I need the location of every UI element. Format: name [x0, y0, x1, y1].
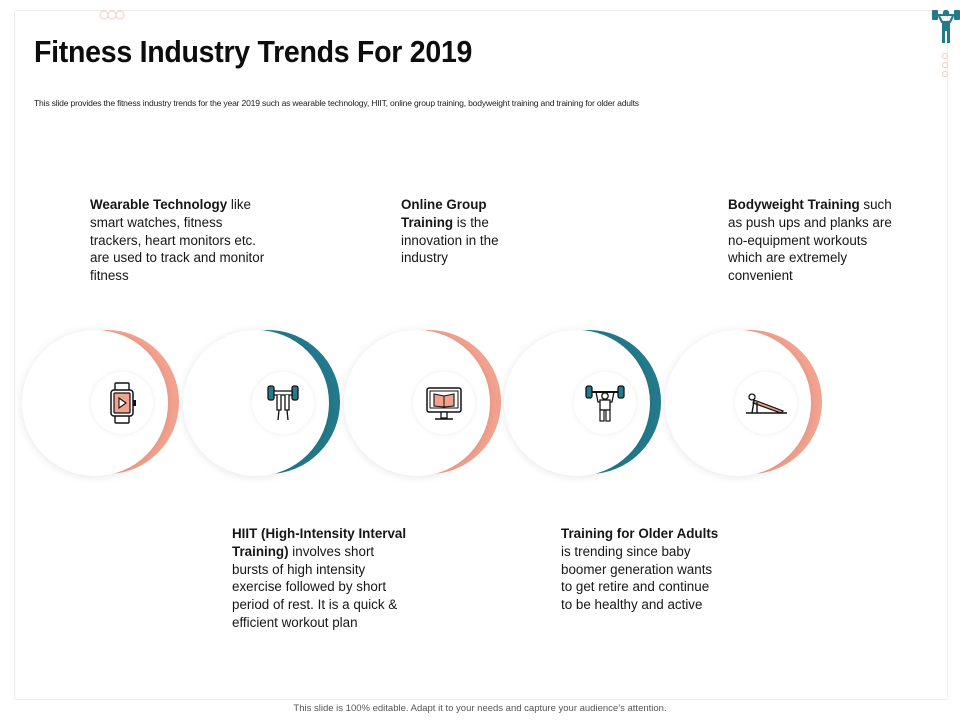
trend-body: is the innovation in the industry [401, 214, 499, 266]
weightlifter-logo-icon [932, 9, 960, 43]
trend-heading: Wearable Technology [90, 197, 228, 212]
trend-text-online-group: Online Group Training is the innovation … [401, 196, 521, 267]
trend-body: is trending since baby boomer generation… [561, 543, 713, 613]
smartwatch-icon [110, 382, 136, 424]
trend-body: like smart watches, fitness trackers, he… [90, 197, 265, 284]
slide-frame [14, 10, 948, 700]
trend-circles [0, 320, 960, 490]
trend-heading: Training for Older Adults [561, 526, 719, 541]
decorative-dots-icon [942, 53, 948, 77]
page-subtitle: This slide provides the fitness industry… [34, 98, 639, 108]
trend-text-bodyweight: Bodyweight Training such as push ups and… [728, 196, 893, 285]
trend-heading: HIIT (High-Intensity Interval Training) [232, 526, 407, 559]
trend-text-wearable: Wearable Technology like smart watches, … [90, 196, 265, 285]
trend-body: such as push ups and planks are no-equip… [728, 197, 892, 284]
trend-body: involves short bursts of high intensity … [232, 543, 398, 630]
trend-heading: Bodyweight Training [728, 197, 860, 212]
trend-heading: Online Group Training [401, 197, 487, 230]
page-title: Fitness Industry Trends For 2019 [34, 34, 473, 69]
icon-holder-5 [735, 372, 797, 434]
dumbbell-hand-icon [267, 385, 299, 421]
weightlifter-icon [585, 385, 625, 422]
trend-text-older-adults: Training for Older Adults is trending si… [561, 525, 721, 614]
trend-text-hiit: HIIT (High-Intensity Interval Training) … [232, 525, 412, 632]
pushup-icon [746, 393, 787, 414]
online-monitor-icon [426, 387, 462, 420]
decorative-glyph-icon [99, 10, 125, 20]
icon-holder-2 [252, 372, 314, 434]
footer-note: This slide is 100% editable. Adapt it to… [293, 703, 667, 714]
